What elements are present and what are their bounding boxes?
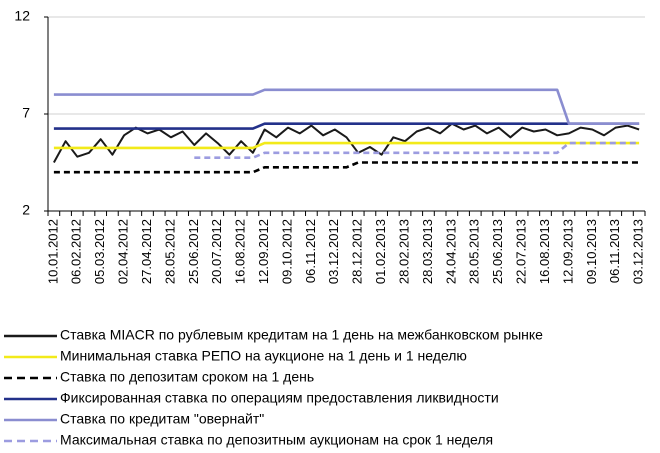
x-tick-label: 25.06.2013: [490, 219, 505, 284]
x-tick-label: 09.10.2013: [584, 219, 599, 284]
legend-label: Ставка по депозитам сроком на 1 день: [60, 369, 314, 385]
series-line: [53, 122, 640, 163]
series-line: [53, 88, 640, 125]
x-tick-label: 28.03.2013: [420, 219, 435, 284]
x-tick-label: 02.04.2012: [116, 219, 131, 284]
series-line: [53, 122, 640, 130]
x-tick-label: 09.10.2012: [279, 219, 294, 284]
x-tick-label: 01.02.2013: [373, 219, 388, 284]
x-tick-label: 10.01.2012: [45, 219, 60, 284]
x-tick-label: 28.12.2012: [350, 219, 365, 284]
x-tick-label: 12.09.2012: [256, 219, 271, 284]
x-tick-label: 16.08.2013: [537, 219, 552, 284]
x-tick-label: 03.12.2013: [631, 219, 646, 284]
legend-label: Фиксированная ставка по операциям предос…: [60, 390, 499, 406]
x-tick-label: 12.09.2013: [560, 219, 575, 284]
legend-label: Минимальная ставка РЕПО на аукционе на 1…: [60, 348, 467, 364]
legend-label: Ставка MIACR по рублевым кредитам на 1 д…: [60, 327, 543, 343]
x-tick-label: 06.02.2012: [69, 219, 84, 284]
y-tick-label: 7: [22, 105, 30, 121]
x-tick-label: 03.12.2012: [326, 219, 341, 284]
legend-label: Ставка по кредитам "овернайт": [60, 411, 264, 427]
y-tick-label: 12: [14, 8, 30, 24]
x-tick-label: 24.04.2013: [443, 219, 458, 284]
x-tick-label: 25.06.2012: [186, 219, 201, 284]
x-tick-label: 28.05.2013: [467, 219, 482, 284]
x-tick-label: 20.07.2012: [209, 219, 224, 284]
x-tick-label: 27.04.2012: [139, 219, 154, 284]
x-tick-label: 06.11.2012: [303, 219, 318, 283]
series-line: [53, 141, 640, 150]
x-tick-label: 28.05.2012: [162, 219, 177, 284]
x-tick-label: 06.11.2013: [607, 219, 622, 283]
y-tick-label: 2: [22, 202, 30, 218]
x-tick-label: 22.07.2013: [514, 219, 529, 284]
x-tick-label: 16.08.2012: [233, 219, 248, 284]
legend-label: Максимальная ставка по депозитным аукцио…: [60, 432, 493, 448]
x-tick-label: 28.02.2013: [396, 219, 411, 284]
series-line: [194, 141, 640, 159]
series-line: [53, 161, 640, 174]
x-tick-label: 05.03.2012: [92, 219, 107, 284]
